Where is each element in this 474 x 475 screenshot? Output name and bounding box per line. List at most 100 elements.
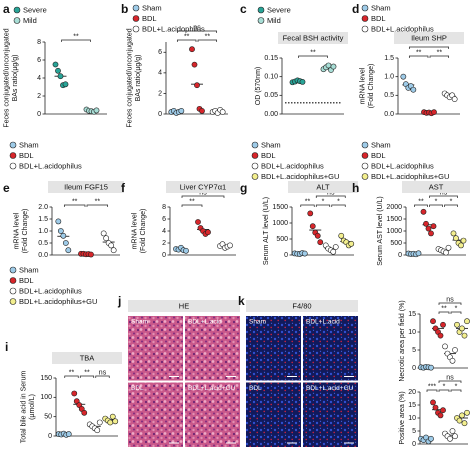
significance-label: ** (184, 33, 190, 40)
panel-letter: e (3, 181, 10, 195)
y-tick-label: 1500 (272, 204, 288, 211)
significance-label: ns (99, 369, 107, 376)
y-tick-label: 0.10 (264, 74, 278, 81)
y-tick-label: 15 (408, 402, 416, 409)
significance-label: ** (437, 49, 443, 56)
panel-title-box (278, 32, 348, 44)
legend-label: Sham (19, 140, 39, 149)
data-point (348, 240, 355, 247)
y-tick-label: 4 (162, 228, 166, 235)
y-tick-label: 0 (37, 111, 41, 118)
data-point (112, 418, 119, 425)
y-tick-label: 0 (284, 252, 288, 259)
legend-label: BDL (19, 276, 34, 285)
data-point (445, 244, 452, 251)
panel-letter: f (121, 181, 126, 195)
legend-label: BDL (19, 151, 34, 160)
significance-bracket (79, 375, 95, 378)
significance-label: *** (428, 383, 436, 390)
data-point (437, 412, 444, 419)
tile-label: Sham (249, 319, 266, 326)
significance-label: ** (305, 198, 311, 205)
legend-label: BDL+L.acidophilus (142, 24, 205, 33)
significance-bracket (64, 375, 79, 378)
data-point (189, 46, 195, 53)
y-axis-label: Feces conjugated/unconjugated (3, 28, 10, 127)
legend-swatch (257, 6, 265, 14)
significance-bracket (300, 204, 315, 207)
tile-label: BDL+L.acid (188, 319, 222, 326)
legend-swatch (132, 15, 140, 22)
significance-label: ** (416, 49, 422, 56)
legend-label: BDL+L.acidophilus+GU (371, 172, 449, 181)
significance-bracket (95, 375, 110, 378)
data-point (428, 230, 434, 237)
significance-bracket (444, 204, 458, 207)
data-point (191, 61, 198, 68)
legend-swatch (361, 15, 369, 22)
legend-swatch (251, 173, 259, 180)
legend-label: BDL+L.acidophilus+GU (19, 297, 97, 306)
significance-label: ** (69, 369, 75, 376)
legend-swatch (361, 152, 369, 159)
significance-label: ** (189, 198, 195, 205)
data-point (110, 247, 117, 254)
y-tick-label: 4 (37, 75, 41, 82)
data-point (195, 219, 201, 225)
y-tick-label: 0.5 (38, 240, 48, 247)
data-point (57, 228, 64, 234)
significance-bracket (176, 30, 218, 33)
legend-swatch (9, 266, 17, 274)
data-point (430, 399, 436, 406)
data-point (65, 247, 72, 254)
y-tick-label: 1500 (386, 216, 402, 223)
data-point (52, 61, 59, 68)
y-tick-label: 500 (390, 240, 402, 247)
panel-title-box (166, 181, 240, 193)
y-axis-label: BAs ratio(µg/g) (135, 55, 142, 102)
significance-bracket (176, 39, 197, 42)
panel-title-box (52, 352, 122, 364)
significance-label: * (435, 198, 438, 205)
data-point (456, 417, 463, 424)
significance-bracket (438, 389, 450, 392)
data-point (430, 318, 436, 325)
data-point (178, 108, 185, 114)
significance-bracket (450, 311, 462, 314)
data-point (442, 343, 448, 350)
tile-label: BDL+L.acid+GU (306, 385, 354, 392)
significance-bracket (181, 195, 225, 198)
data-point (450, 230, 457, 237)
micrograph (185, 316, 240, 381)
data-point (410, 86, 417, 93)
y-tick-label: 6 (158, 49, 162, 56)
legend-label: Sham (371, 3, 391, 12)
panel-title: F4/80 (292, 301, 311, 310)
panel-title: HE (179, 301, 189, 310)
significance-label: ** (441, 305, 447, 312)
legend-label: Mild (267, 16, 281, 25)
significance-bracket (426, 389, 438, 392)
y-tick-label: 0.5 (384, 92, 394, 99)
legend-label: BDL (261, 151, 276, 160)
y-tick-label: 20 (408, 389, 416, 396)
y-axis-label: Serum AST level (U/L) (377, 196, 384, 266)
y-tick-label: 10 (408, 415, 416, 422)
panel-letter: g (240, 181, 247, 195)
legend-label: Sham (371, 140, 391, 149)
data-point (423, 220, 429, 227)
micrograph (303, 316, 358, 381)
data-point (109, 413, 116, 420)
legend-swatch (361, 4, 369, 12)
data-point (96, 419, 103, 426)
panel-letter: j (117, 294, 121, 308)
significance-bracket (298, 55, 328, 58)
micrograph (303, 382, 358, 447)
data-point (443, 249, 449, 256)
y-axis-label: (µmol/L) (29, 394, 36, 420)
legend-label: BDL+L.acidophilus (19, 161, 82, 170)
data-point (57, 73, 64, 80)
y-axis-label: Total bile acid in Serum (20, 371, 27, 444)
data-point (420, 208, 427, 215)
